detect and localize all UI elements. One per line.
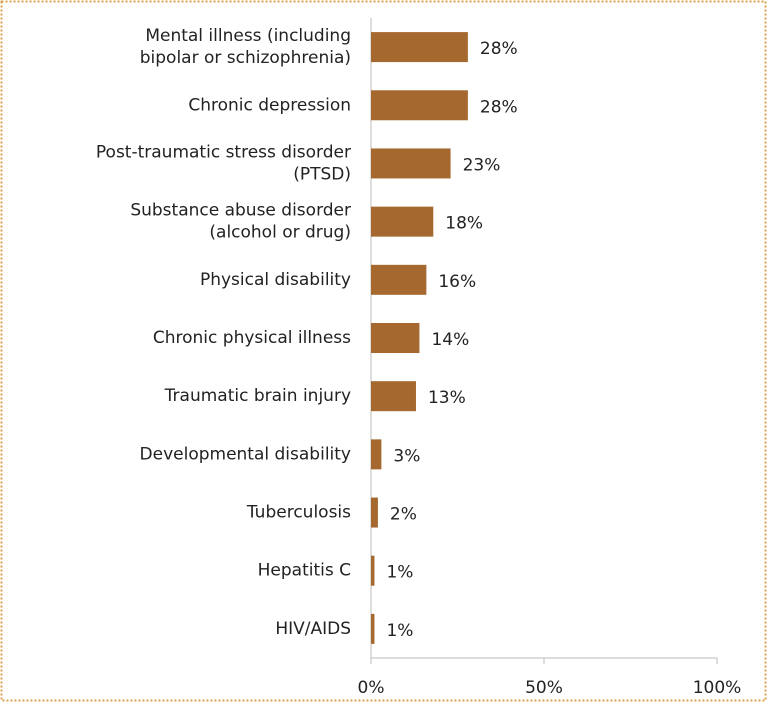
y-tick-label-line: Tuberculosis xyxy=(246,503,351,523)
y-tick-label: Chronic physical illness xyxy=(153,328,351,348)
data-label: 3% xyxy=(393,446,420,466)
y-tick-label: Substance abuse disorder (alcohol or drug… xyxy=(130,201,351,243)
data-label: 1% xyxy=(386,621,413,641)
bar xyxy=(371,148,451,179)
y-tick-label: Developmental disability xyxy=(140,444,351,464)
data-label: 13% xyxy=(428,388,466,408)
x-tick-label: 0% xyxy=(358,678,385,698)
data-label: 18% xyxy=(445,214,483,234)
x-tick-label: 50% xyxy=(525,678,563,698)
data-label: 16% xyxy=(438,272,476,292)
y-tick-label-line: Hepatitis C xyxy=(258,561,351,581)
bar xyxy=(371,90,468,121)
y-tick-label: Hepatitis C xyxy=(258,561,351,581)
y-tick-label-line: Mental illness (including xyxy=(145,26,351,46)
bar xyxy=(371,381,416,412)
y-tick-label: Tuberculosis xyxy=(246,503,351,523)
bar xyxy=(371,555,375,586)
y-tick-label: Mental illness (including bipolar or schi… xyxy=(140,26,351,68)
bar xyxy=(371,206,434,237)
data-label: 28% xyxy=(480,39,518,59)
data-label: 23% xyxy=(463,155,501,175)
y-tick-label-line: HIV/AIDS xyxy=(275,619,351,639)
y-tick-label: Physical disability xyxy=(200,270,351,290)
y-tick-label: HIV/AIDS xyxy=(275,619,351,639)
y-tick-label-line: Post-traumatic stress disorder xyxy=(96,142,351,162)
bar xyxy=(371,32,468,63)
bar xyxy=(371,613,375,644)
y-tick-label: Post-traumatic stress disorder (PTSD) xyxy=(96,142,351,184)
data-label: 1% xyxy=(386,563,413,583)
y-tick-label-line: Physical disability xyxy=(200,270,351,290)
y-tick-label: Traumatic brain injury xyxy=(164,386,351,406)
bar xyxy=(371,323,420,353)
data-label: 28% xyxy=(480,97,518,117)
y-tick-label-line: Chronic depression xyxy=(188,95,351,115)
bar xyxy=(371,439,382,470)
y-tick-label: Chronic depression xyxy=(188,95,351,115)
x-tick-label: 100% xyxy=(693,678,742,698)
bar xyxy=(371,264,427,295)
y-tick-label-line: Chronic physical illness xyxy=(153,328,351,348)
y-tick-label-line: Developmental disability xyxy=(140,444,351,464)
y-tick-label-line: (alcohol or drug) xyxy=(209,223,351,243)
y-tick-label-line: Traumatic brain injury xyxy=(164,386,351,406)
y-tick-label-line: Substance abuse disorder xyxy=(130,201,351,221)
bar xyxy=(371,497,378,528)
y-tick-label-line: bipolar or schizophrenia) xyxy=(140,48,351,68)
y-tick-label-line: (PTSD) xyxy=(293,164,351,184)
data-label: 14% xyxy=(431,330,469,350)
data-label: 2% xyxy=(390,505,417,525)
